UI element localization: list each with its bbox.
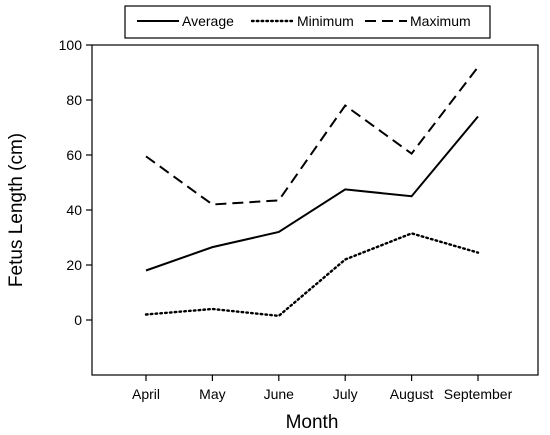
plot-area — [91, 44, 539, 376]
legend-box — [124, 5, 491, 39]
y-tick-label: 80 — [66, 92, 82, 108]
x-tick-label: September — [444, 386, 513, 402]
x-tick-label: April — [132, 386, 160, 402]
x-tick-label: June — [264, 386, 295, 402]
series-line-average — [145, 115, 479, 272]
y-tick-label: 20 — [66, 257, 82, 273]
x-tick-label: August — [390, 386, 434, 402]
y-tick-label: 60 — [66, 147, 82, 163]
series-line-maximum — [145, 66, 479, 206]
legend-label-minimum: Minimum — [297, 13, 354, 29]
series-line-minimum — [144, 232, 480, 318]
x-tick-label: July — [333, 386, 358, 402]
y-tick-label: 100 — [59, 37, 83, 53]
y-tick-label: 40 — [66, 202, 82, 218]
legend-label-maximum: Maximum — [410, 13, 471, 29]
y-axis-title: Fetus Length (cm) — [6, 133, 27, 287]
y-axis: 0 20 40 60 80 100 — [59, 37, 92, 328]
series-lines — [144, 66, 480, 318]
x-axis-title: Month — [286, 412, 339, 433]
x-axis: April May June July August September — [132, 375, 513, 402]
y-tick-label: 0 — [74, 312, 82, 328]
legend-label-average: Average — [182, 13, 234, 29]
legend: Average Minimum Maximum — [124, 5, 491, 39]
x-tick-label: May — [199, 386, 225, 402]
